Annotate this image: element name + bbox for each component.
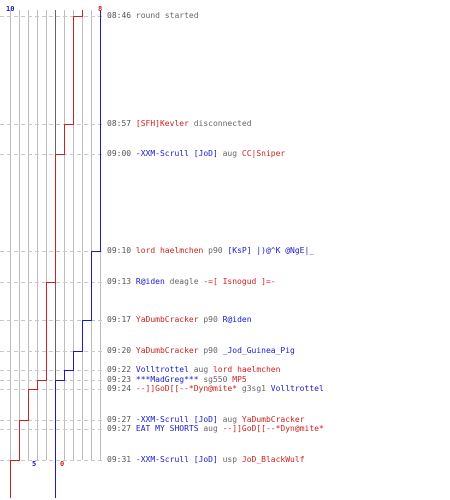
- blue-player-name: Volltrottel: [135, 365, 189, 374]
- event-time: 09:23: [107, 375, 136, 384]
- event-time: 09:20: [107, 346, 136, 355]
- event-row: 09:20 YaDumbCracker p90 _Jod_Guinea_Pig: [107, 345, 295, 357]
- event-action: aug: [217, 149, 242, 158]
- event-time: 09:31: [107, 455, 136, 464]
- event-action: usp: [217, 455, 242, 464]
- event-time: 09:10: [107, 246, 136, 255]
- event-action: aug: [198, 424, 223, 433]
- blue-player-name: Volltrottel: [270, 384, 324, 393]
- event-action: p90: [198, 346, 223, 355]
- red-player-name: -=[ Isnogud ]=-: [203, 277, 276, 286]
- red-player-name: lord haelmchen: [135, 246, 204, 255]
- event-row: 09:24 --]]GoD[[--*Dyn@mite* g3sg1 Volltr…: [107, 383, 324, 395]
- event-time: 09:27: [107, 424, 136, 433]
- event-action: round started: [135, 11, 199, 20]
- blue-start-score: 10: [6, 5, 15, 13]
- blue-player-name: _Jod_Guinea_Pig: [222, 346, 295, 355]
- event-time: 09:27: [107, 415, 136, 424]
- event-row: 09:22 Volltrottel aug lord haelmchen: [107, 364, 280, 376]
- event-action: g3sg1: [237, 384, 271, 393]
- red-player-name: CC|Sniper: [241, 149, 286, 158]
- event-action: sg550: [198, 375, 233, 384]
- red-player-name: YaDumbCracker: [135, 346, 199, 355]
- red-player-name: --]]GoD[[--*Dyn@mite*: [135, 384, 238, 393]
- blue-player-name: R@iden: [222, 315, 252, 324]
- event-action: aug: [217, 415, 242, 424]
- red-player-name: --]]GoD[[--*Dyn@mite*: [222, 424, 324, 433]
- red-player-name: YaDumbCracker: [241, 415, 305, 424]
- event-row: 09:27 EAT MY SHORTS aug --]]GoD[[--*Dyn@…: [107, 423, 324, 435]
- blue-player-name: -XXM-Scrull [JoD]: [135, 455, 218, 464]
- event-row: 09:17 YaDumbCracker p90 R@iden: [107, 314, 252, 326]
- blue-player-name: EAT MY SHORTS: [135, 424, 199, 433]
- event-time: 08:46: [107, 11, 136, 20]
- event-action: aug: [188, 365, 213, 374]
- event-row: 09:27 -XXM-Scrull [JoD] aug YaDumbCracke…: [107, 414, 305, 426]
- event-time: 08:57: [107, 119, 136, 128]
- event-time: 09:22: [107, 365, 136, 374]
- event-row: 09:23 ***MadGreg*** sg550 MP5: [107, 374, 247, 386]
- event-action: p90: [198, 315, 223, 324]
- blue-player-name: -XXM-Scrull [JoD]: [135, 415, 218, 424]
- red-player-name: [SFH]Kevler: [135, 119, 189, 128]
- event-row: 09:00 -XXM-Scrull [JoD] aug CC|Sniper: [107, 148, 285, 160]
- red-player-name: YaDumbCracker: [135, 315, 199, 324]
- red-start-score: 8: [98, 5, 103, 13]
- blue-end-score: 5: [32, 460, 37, 468]
- event-action: p90: [203, 246, 228, 255]
- event-action: deagle: [164, 277, 204, 286]
- red-player-name: JoD_BlackWulf: [241, 455, 305, 464]
- event-row: 09:31 -XXM-Scrull [JoD] usp JoD_BlackWul…: [107, 454, 305, 466]
- blue-player-name: [KsP] |)@^K @NgE|_: [227, 246, 315, 255]
- red-team-score-line: [10, 10, 83, 498]
- event-row: 09:10 lord haelmchen p90 [KsP] |)@^K @Ng…: [107, 245, 314, 257]
- red-end-score: 0: [60, 460, 65, 468]
- blue-player-name: ***MadGreg***: [135, 375, 199, 384]
- event-row: 08:46 round started: [107, 10, 199, 22]
- event-dash-lines: [0, 16, 104, 461]
- event-time: 09:17: [107, 315, 136, 324]
- event-row: 09:13 R@iden deagle -=[ Isnogud ]=-: [107, 276, 276, 288]
- event-action: disconnected: [188, 119, 252, 128]
- red-player-name: MP5: [232, 375, 247, 384]
- event-time: 09:24: [107, 384, 136, 393]
- blue-team-score-line: [55, 10, 101, 498]
- blue-player-name: -XXM-Scrull [JoD]: [135, 149, 218, 158]
- blue-player-name: R@iden: [135, 277, 165, 286]
- event-row: 08:57 [SFH]Kevler disconnected: [107, 118, 252, 130]
- event-time: 09:00: [107, 149, 136, 158]
- red-player-name: lord haelmchen: [212, 365, 281, 374]
- event-time: 09:13: [107, 277, 136, 286]
